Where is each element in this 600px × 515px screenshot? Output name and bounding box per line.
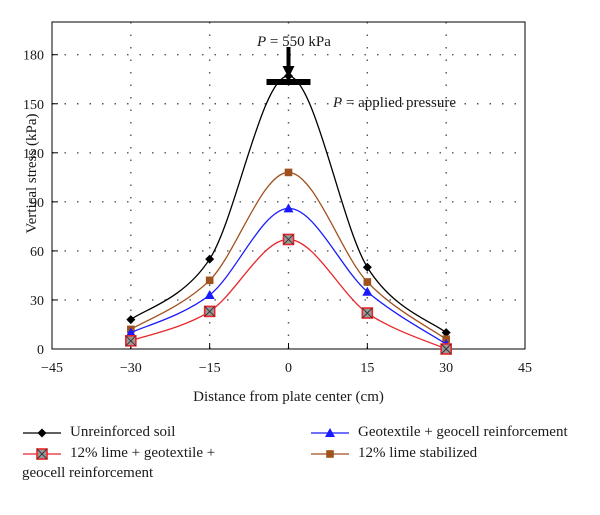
legend-marker-icon xyxy=(36,448,48,460)
x-tick-label: −15 xyxy=(199,361,221,376)
data-point xyxy=(362,286,373,296)
data-point xyxy=(363,278,372,286)
loading-plate xyxy=(266,79,311,85)
grid-layer xyxy=(52,22,525,349)
y-tick-label: 60 xyxy=(30,245,44,260)
data-point xyxy=(362,262,372,272)
data-point xyxy=(203,305,216,318)
y-axis-title: Vertical stress (kPa) xyxy=(24,114,40,234)
legend-item: Geotextile + geocell reinforcement xyxy=(310,422,568,442)
legend-marker-icon xyxy=(326,450,334,458)
data-point xyxy=(125,327,136,337)
legend-label: 12% lime stabilized xyxy=(358,443,477,463)
pressure-definition: P = applied pressure xyxy=(332,95,456,111)
x-tick-label: 0 xyxy=(285,361,292,376)
x-tick-label: 45 xyxy=(518,361,532,376)
series-layer xyxy=(125,71,452,355)
y-tick-label: 180 xyxy=(23,49,44,64)
y-tick-label: 30 xyxy=(30,294,44,309)
data-point xyxy=(125,335,137,347)
legend: Unreinforced soil Geotextile + geocell re… xyxy=(22,422,592,502)
legend-label: 12% lime + geotextile + geocell reinforce… xyxy=(22,443,216,483)
data-point xyxy=(283,203,294,213)
x-tick-label: −30 xyxy=(120,361,142,376)
series-line xyxy=(130,238,447,350)
legend-marker-icon xyxy=(37,428,47,438)
legend-label-line: Unreinforced soil xyxy=(70,424,176,440)
legend-swatch xyxy=(311,428,349,437)
y-tick-label: 120 xyxy=(23,147,44,162)
tick-layer: 0 30 60 90 120 150 180 −45 −30 −15 0 15 30 45 xyxy=(23,49,532,376)
legend-swatch xyxy=(23,448,61,460)
legend-label-line: Geotextile + geocell reinforcement xyxy=(358,424,568,440)
data-point xyxy=(204,290,215,300)
legend-item: 12% lime stabilized xyxy=(310,443,477,463)
annotation-layer: P = 550 kPa P = applied pressure xyxy=(256,34,456,111)
y-tick-label: 150 xyxy=(23,98,44,113)
data-point xyxy=(441,328,451,338)
data-point xyxy=(282,233,295,246)
legend-marker-icon xyxy=(325,428,335,437)
series-crossed-square xyxy=(125,233,452,355)
data-point xyxy=(205,276,214,285)
pressure-label: P = 550 kPa xyxy=(256,34,331,50)
x-axis-title: Distance from plate center (cm) xyxy=(193,389,384,405)
data-point xyxy=(284,168,293,177)
legend-label: Unreinforced soil xyxy=(70,422,175,442)
legend-item: 12% lime + geotextile + geocell reinforce… xyxy=(22,443,215,483)
legend-swatch xyxy=(23,428,61,438)
legend-label-line: geocell reinforcement xyxy=(22,465,154,481)
pressure-arrow-icon xyxy=(282,66,295,78)
data-point xyxy=(126,315,136,325)
data-point xyxy=(440,343,452,355)
legend-label-line: 12% lime + geotextile + xyxy=(70,445,216,461)
series-triangle xyxy=(125,203,452,349)
data-point xyxy=(205,254,215,264)
data-point xyxy=(361,307,374,319)
legend-swatch xyxy=(311,450,349,458)
x-tick-label: 30 xyxy=(439,361,453,376)
legend-item: Unreinforced soil xyxy=(22,422,175,442)
x-tick-label: −45 xyxy=(41,361,63,376)
legend-label-line: 12% lime stabilized xyxy=(358,445,478,461)
y-tick-label: 90 xyxy=(30,196,44,211)
legend-label: Geotextile + geocell reinforcement xyxy=(358,422,568,442)
y-tick-label: 0 xyxy=(37,343,44,358)
x-tick-label: 15 xyxy=(360,361,374,376)
series-line xyxy=(130,207,447,345)
